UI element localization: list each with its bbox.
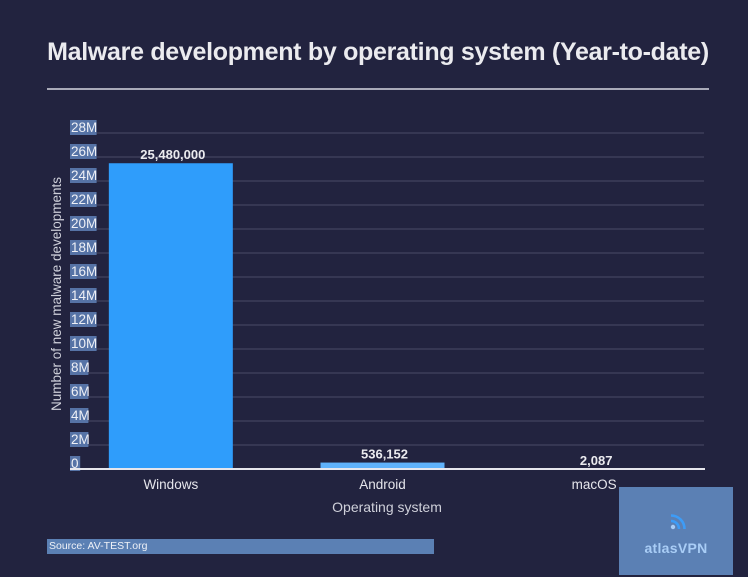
y-tick-highlight [70, 360, 89, 375]
y-tick-label: 4M [71, 408, 90, 423]
data-labels: 25,480,000 536,152 2,087 [140, 147, 612, 468]
y-tick-label: 18M [71, 240, 97, 255]
data-label: 536,152 [361, 447, 408, 462]
y-tick-highlight [70, 264, 97, 279]
atlasvpn-logo: atlasVPN [619, 487, 733, 575]
y-tick-highlight [70, 408, 89, 423]
y-tick-label: 8M [71, 360, 90, 375]
x-tick-label: Android [359, 477, 406, 492]
y-axis-label: Number of new malware developments [49, 177, 64, 411]
x-axis-label: Operating system [332, 499, 442, 515]
y-axis-ticks: 0 2M 4M 6M 8M 10M 12M 14M 16M 18M 20M 22M 24M 26M 28M [70, 120, 97, 471]
x-tick-label: macOS [572, 477, 617, 492]
bar-android [320, 462, 445, 469]
y-tick-highlight [70, 168, 97, 183]
y-tick-highlight [70, 336, 97, 351]
y-tick-label: 26M [71, 144, 97, 159]
x-tick-label: Windows [143, 477, 198, 492]
y-tick-label: 24M [71, 168, 97, 183]
y-tick-label: 2M [71, 432, 90, 447]
y-tick-highlight [70, 456, 81, 471]
y-tick-label: 22M [71, 192, 97, 207]
y-tick-label: 12M [71, 312, 97, 327]
y-tick-highlight [70, 312, 97, 327]
y-tick-label: 28M [71, 120, 97, 135]
y-tick-label: 0 [71, 456, 79, 471]
brand-name: atlasVPN [644, 540, 708, 556]
y-tick-highlight [70, 120, 97, 135]
title-divider [47, 88, 709, 90]
y-tick-label: 16M [71, 264, 97, 279]
y-tick-highlight [70, 288, 97, 303]
data-label: 25,480,000 [140, 147, 205, 162]
y-tick-label: 10M [71, 336, 97, 351]
bar-windows [108, 163, 233, 470]
y-tick-label: 14M [71, 288, 97, 303]
y-tick-label: 6M [71, 384, 90, 399]
bars [108, 163, 657, 470]
data-label: 2,087 [580, 453, 613, 468]
chart-title: Malware development by operating system … [47, 38, 709, 66]
signal-icon [670, 514, 686, 530]
y-tick-highlight [70, 216, 97, 231]
y-tick-highlight [70, 432, 89, 447]
x-axis-ticks: Windows Android macOS [143, 477, 616, 492]
y-tick-highlight [70, 240, 97, 255]
y-tick-highlight [70, 384, 89, 399]
y-tick-highlight [70, 192, 97, 207]
y-tick-highlight [70, 144, 97, 159]
y-tick-label: 20M [71, 216, 97, 231]
source-note: Source: AV-TEST.org [47, 539, 434, 554]
